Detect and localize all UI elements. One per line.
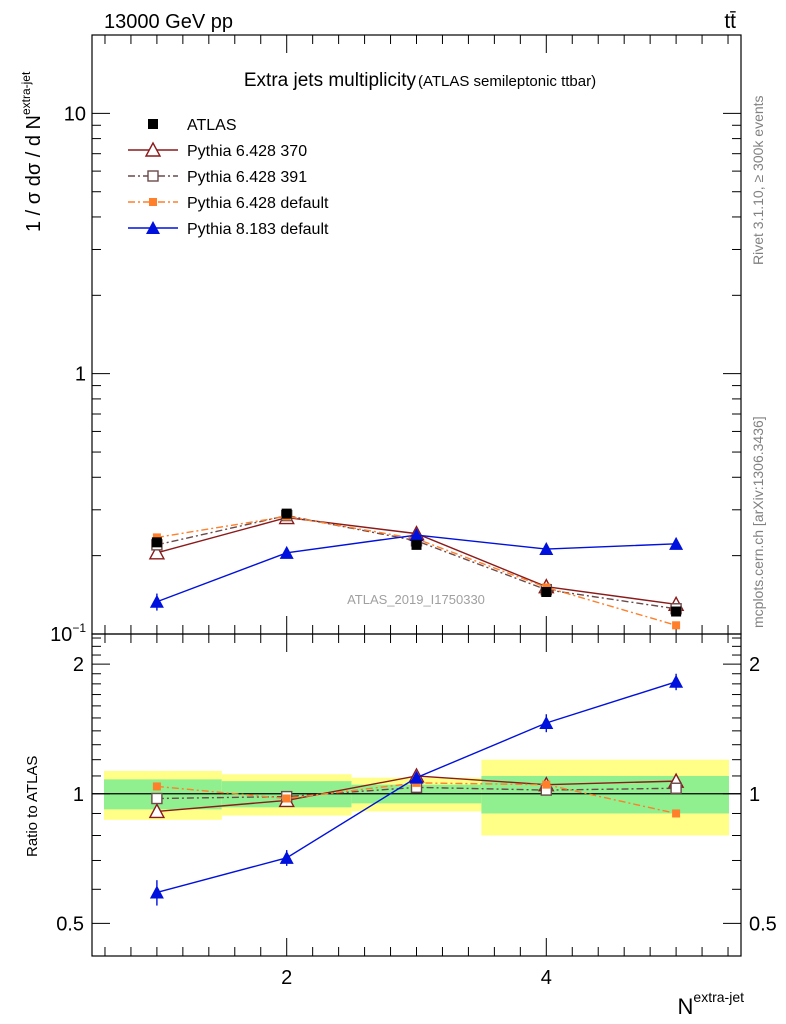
legend-label: Pythia 6.428 391 <box>187 169 307 186</box>
main-series-pythia-8-183-default <box>149 528 684 611</box>
x-axis-title: Nextra-jet <box>678 989 745 1019</box>
x-tick-label: 2 <box>281 967 292 989</box>
ratio-y-tick-label: 2 <box>73 654 84 676</box>
data-point <box>411 539 422 550</box>
legend: ATLAS Pythia 6.428 370 Pythia 6.428 391 Pyt… <box>128 117 329 238</box>
ratio-point <box>148 802 166 819</box>
data-point <box>151 537 162 548</box>
y-tick-label-exponent: −1 <box>72 621 86 635</box>
chart-title: Extra jets multiplicity (ATLAS semilepton… <box>244 70 596 91</box>
ratio-point <box>672 809 681 818</box>
legend-label: ATLAS <box>187 117 237 134</box>
legend-label: Pythia 6.428 370 <box>187 143 307 160</box>
ratio-point <box>149 885 164 899</box>
title-sub: (ATLAS semileptonic ttbar) <box>418 73 596 90</box>
ratio-y-tick-label-right: 1 <box>749 784 760 806</box>
ratio-y-tick-label-right: 2 <box>749 654 760 676</box>
legend-marker <box>148 119 158 129</box>
ratio-point <box>539 716 554 730</box>
data-point <box>281 508 292 519</box>
ratio-point <box>542 780 551 789</box>
y-tick-label: 10 <box>64 103 86 125</box>
energy-label: 13000 GeV pp <box>104 11 233 33</box>
legend-entry: Pythia 8.183 default <box>128 221 329 238</box>
y-axis-title: 1 / σ dσ / d Nextra-jet <box>19 71 45 232</box>
axis-ticks <box>92 34 741 956</box>
ratio-point <box>279 850 294 864</box>
x-tick-label: 4 <box>541 967 552 989</box>
stat-band <box>104 779 222 810</box>
ratio-point <box>151 792 163 805</box>
series-line <box>156 515 677 626</box>
legend-entry: Pythia 6.428 default <box>128 195 329 212</box>
y-tick-label: 10−1 <box>50 621 86 646</box>
ratio-point <box>670 782 682 794</box>
title-main: Extra jets multiplicity <box>244 70 417 91</box>
data-point <box>149 594 164 608</box>
data-point <box>148 544 166 560</box>
ratio-point <box>152 782 161 791</box>
legend-marker <box>144 141 162 157</box>
series-layer <box>148 508 685 906</box>
ratio-point <box>669 674 684 688</box>
ratio-y-tick-label: 0.5 <box>56 913 84 935</box>
rivet-label: Rivet 3.1.10, ≥ 300k events <box>750 95 766 265</box>
legend-entry: Pythia 6.428 391 <box>128 169 307 186</box>
data-point <box>539 542 554 556</box>
legend-entry: Pythia 6.428 370 <box>128 141 307 160</box>
data-point <box>669 536 684 550</box>
y-axis-title-sup: extra-jet <box>19 71 33 115</box>
ratio-axis-title: Ratio to ATLAS <box>24 756 41 857</box>
ratio-point <box>409 770 424 784</box>
legend-marker <box>149 198 157 206</box>
legend-label: Pythia 6.428 default <box>187 195 329 212</box>
legend-entry: ATLAS <box>148 117 237 134</box>
ratio-y-tick-label-right: 0.5 <box>749 913 777 935</box>
x-axis-title-main: N <box>678 994 694 1019</box>
data-point <box>672 621 681 630</box>
axis-labels: 10 1 10−1 0.5 0.5 1 1 2 2 2 4 <box>50 103 777 989</box>
data-point <box>409 528 424 542</box>
process-label: tt̄ <box>724 10 736 33</box>
y-axis-title-main: 1 / σ dσ / d N <box>23 115 45 232</box>
legend-marker <box>146 221 160 234</box>
ratio-y-tick-label: 1 <box>73 784 84 806</box>
ratio-series-pythia-8-183-default <box>149 673 684 906</box>
main-series-atlas <box>151 508 682 617</box>
stat-band <box>481 775 729 814</box>
data-point <box>541 586 552 597</box>
data-point <box>671 606 682 617</box>
x-axis-title-sup: extra-jet <box>693 989 744 1005</box>
legend-marker <box>147 170 159 182</box>
analysis-label: ATLAS_2019_I1750330 <box>347 592 485 607</box>
data-point <box>279 545 294 559</box>
y-tick-label: 1 <box>75 364 86 386</box>
mcplots-label: mcplots.cern.ch [arXiv:1306.3436] <box>750 416 766 628</box>
ratio-point <box>282 794 291 803</box>
legend-label: Pythia 8.183 default <box>187 221 329 238</box>
